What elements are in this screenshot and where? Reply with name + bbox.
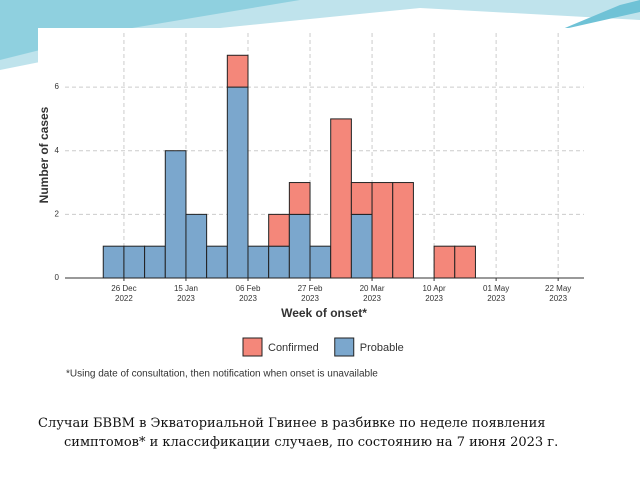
bar-segment (247, 245, 270, 279)
bar-segment (144, 245, 166, 279)
bar-segment (102, 245, 125, 279)
legend-swatch (334, 337, 355, 357)
bar-segment (164, 150, 187, 279)
footnote: *Using date of consultation, then notifi… (66, 369, 378, 380)
y-tick-label: 4 (55, 146, 60, 155)
bar-segment (371, 182, 394, 279)
bar-segment (330, 118, 352, 279)
bar-segment (350, 213, 373, 279)
bar-segment (206, 245, 228, 279)
bar-segment (185, 213, 208, 279)
x-tick-label: 2023 (425, 294, 443, 303)
x-tick-label: 2023 (177, 294, 195, 303)
x-tick-label: 20 Mar (360, 284, 385, 293)
y-axis-title: Number of cases (37, 106, 51, 203)
x-axis-title: Week of onset* (281, 306, 367, 320)
x-tick-label: 2023 (549, 294, 567, 303)
bar-segment (288, 213, 311, 279)
x-tick-label: 2023 (487, 294, 505, 303)
bar-segment (433, 245, 456, 279)
bar-segment (350, 182, 373, 215)
bar-segment (226, 54, 249, 88)
bar-segment (268, 213, 290, 247)
x-tick-label: 27 Feb (298, 284, 323, 293)
bar-segment (268, 245, 290, 279)
bar-segment (226, 86, 249, 279)
x-tick-label: 2022 (115, 294, 133, 303)
x-tick-label: 06 Feb (236, 284, 261, 293)
decoration (560, 0, 640, 30)
chart-area (38, 28, 585, 385)
x-tick-label: 01 May (483, 284, 509, 293)
y-tick-label: 6 (55, 82, 60, 91)
legend-label: Confirmed (268, 342, 319, 354)
bar-segment (309, 245, 332, 279)
legend-swatch (242, 337, 263, 357)
decoration (0, 0, 300, 60)
x-tick-label: 2023 (239, 294, 257, 303)
bar-segment (123, 245, 146, 279)
bar-segment (288, 182, 311, 215)
x-tick-label: 22 May (545, 284, 571, 293)
bar-segment (392, 182, 414, 279)
legend-label: Probable (360, 342, 404, 354)
y-tick-label: 0 (55, 273, 60, 282)
bar-segment (454, 245, 476, 279)
chart: Number of cases Week of onset* *Using da… (0, 0, 640, 385)
caption: Случаи БВВМ в Экваториальной Гвинее в ра… (38, 416, 559, 450)
x-tick-label: 10 Apr (423, 284, 446, 293)
x-tick-label: 15 Jan (174, 284, 198, 293)
x-tick-label: 2023 (301, 294, 319, 303)
y-tick-label: 2 (55, 209, 60, 218)
x-tick-label: 2023 (363, 294, 381, 303)
x-tick-label: 26 Dec (111, 284, 136, 293)
